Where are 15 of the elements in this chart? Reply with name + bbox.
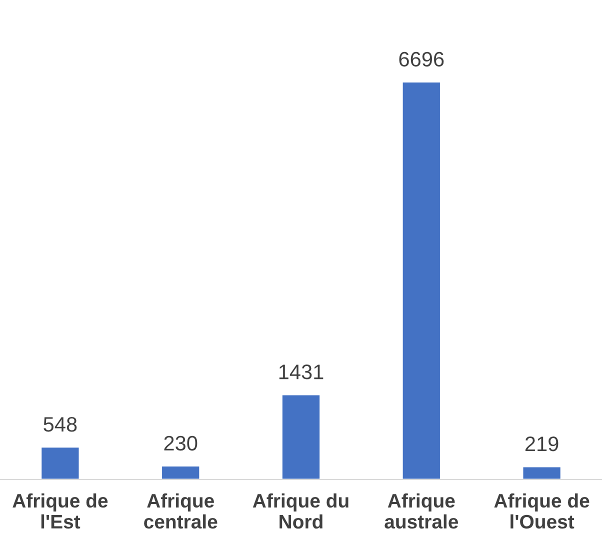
bar xyxy=(401,81,442,480)
x-tick-label: Afrique australe xyxy=(384,493,458,529)
bar xyxy=(40,446,80,480)
data-label: 1431 xyxy=(279,364,324,380)
x-tick-label: Afrique de l'Ouest xyxy=(494,493,590,529)
data-label: 230 xyxy=(164,436,198,451)
data-label: 548 xyxy=(44,416,77,432)
data-label: 6696 xyxy=(399,52,444,67)
data-label: 219 xyxy=(525,436,558,452)
x-tick-label: Afrique centrale xyxy=(144,493,218,529)
bar xyxy=(281,394,321,480)
bar xyxy=(160,465,201,480)
bar xyxy=(522,466,562,480)
x-tick-label: Afrique du Nord xyxy=(252,493,348,529)
x-tick-label: Afrique de l'Est xyxy=(12,493,108,529)
